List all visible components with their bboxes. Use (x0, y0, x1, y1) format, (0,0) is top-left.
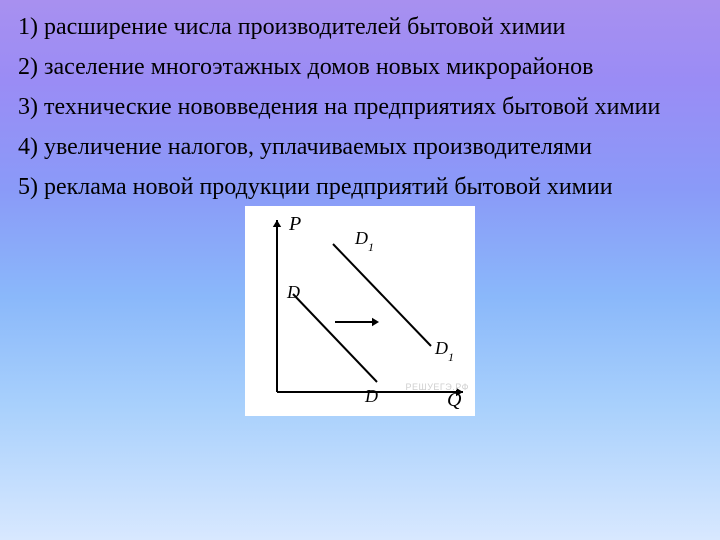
demand-shift-chart: P Q D D D1 D1 РЕШУЕГЭ.РФ (245, 206, 475, 416)
chart-container: P Q D D D1 D1 РЕШУЕГЭ.РФ (18, 206, 702, 416)
svg-text:P: P (288, 213, 301, 235)
svg-text:D1: D1 (434, 338, 454, 364)
svg-text:D: D (364, 386, 378, 406)
watermark: РЕШУЕГЭ.РФ (405, 382, 469, 392)
option-3: 3) технические нововведения на предприят… (18, 92, 702, 122)
option-list: 1) расширение числа производителей бытов… (18, 12, 702, 202)
svg-text:Q: Q (447, 389, 462, 411)
option-5: 5) реклама новой продукции предприятий б… (18, 172, 702, 202)
svg-text:D1: D1 (354, 228, 374, 254)
svg-text:D: D (286, 282, 300, 302)
option-2: 2) заселение многоэтажных домов новых ми… (18, 52, 702, 82)
option-4: 4) увеличение налогов, уплачиваемых прои… (18, 132, 702, 162)
option-1: 1) расширение числа производителей бытов… (18, 12, 702, 42)
